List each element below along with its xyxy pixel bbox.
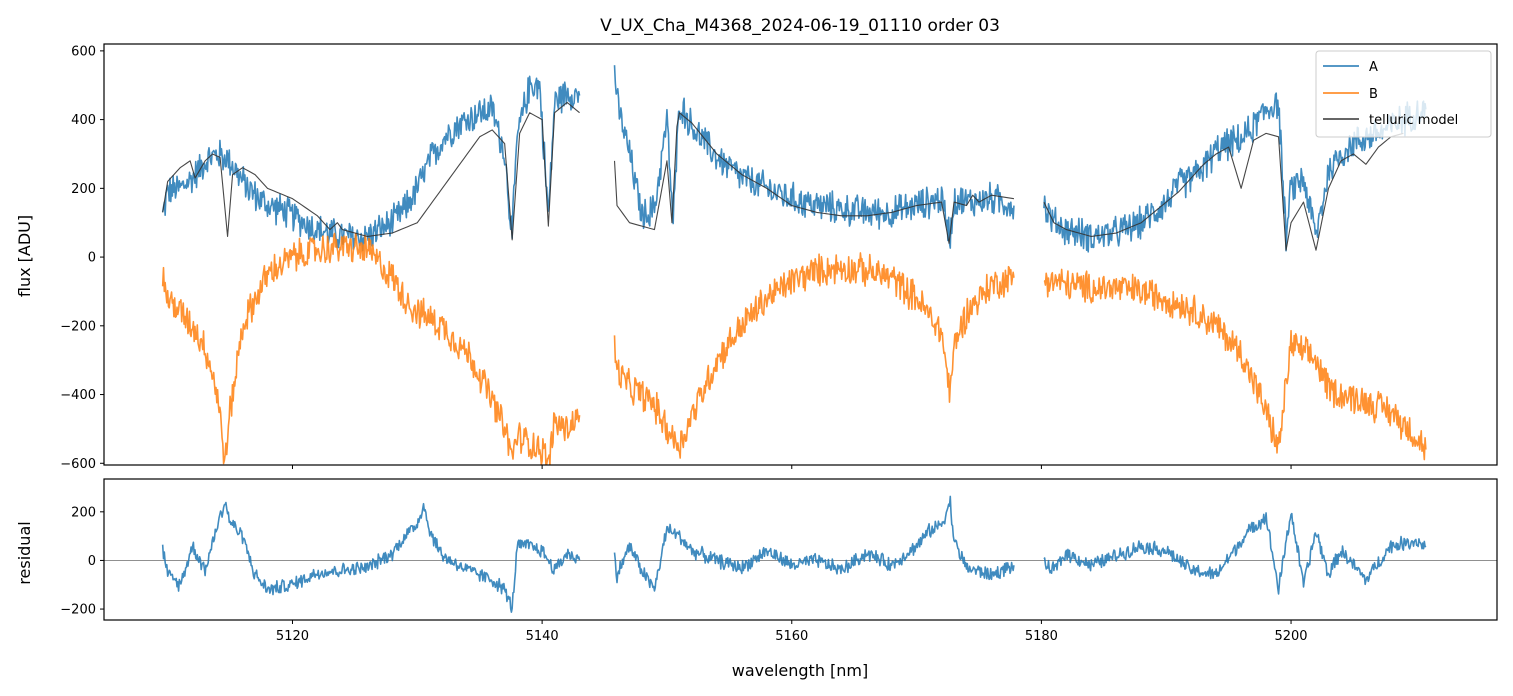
series-b-top-segment-2 xyxy=(1043,268,1427,461)
top-y-tick-label: −600 xyxy=(60,457,96,472)
series-a-top-segment-2 xyxy=(1043,92,1427,253)
bottom-x-tick-label: 5140 xyxy=(526,629,559,644)
series-a-top-segment-0 xyxy=(161,75,581,252)
legend-label-model: telluric model xyxy=(1369,113,1458,128)
top-panel: −600 −400 −200 0 200 400 600 flux [ADU] A B te… xyxy=(15,43,1498,472)
series-a-bottom-segment-1 xyxy=(613,495,1015,592)
top-y-tick-label: −400 xyxy=(60,388,96,403)
bottom-panel: −200 0 200 5120 5140 5160 5180 5200 residual w… xyxy=(15,478,1498,680)
series-a-top-segment-1 xyxy=(613,65,1015,249)
bottom-y-tick-label: 200 xyxy=(71,505,96,520)
top-y-tick-label: −200 xyxy=(60,319,96,334)
bottom-y-tick-label: −200 xyxy=(60,603,96,618)
series-telluric-model-top-segment-0 xyxy=(162,101,580,241)
bottom-y-tick-label: 0 xyxy=(88,554,96,569)
bottom-x-tick-label: 5120 xyxy=(276,629,309,644)
chart-title: V_UX_Cha_M4368_2024-06-19_01110 order 03 xyxy=(600,16,1000,36)
top-y-tick-label: 0 xyxy=(88,251,96,266)
bottom-x-tick-label: 5180 xyxy=(1025,629,1058,644)
series-b-top-segment-0 xyxy=(161,232,581,465)
series-a-bottom-segment-0 xyxy=(161,501,581,613)
top-y-tick-label: 600 xyxy=(71,44,96,59)
legend: A B telluric model xyxy=(1315,50,1492,138)
bottom-y-axis-label: residual xyxy=(15,521,34,584)
series-telluric-model-top-segment-2 xyxy=(1043,132,1404,251)
legend-label-b: B xyxy=(1369,87,1378,102)
top-y-axis-label: flux [ADU] xyxy=(15,215,34,297)
bottom-x-tick-label: 5160 xyxy=(775,629,808,644)
bottom-axes-frame xyxy=(103,478,1498,621)
series-b-top-segment-1 xyxy=(613,252,1015,459)
legend-label-a: A xyxy=(1369,60,1378,75)
series-telluric-model-top-segment-1 xyxy=(613,112,1015,244)
series-a-bottom-segment-2 xyxy=(1043,512,1427,595)
x-axis-label: wavelength [nm] xyxy=(732,661,869,680)
top-y-tick-label: 200 xyxy=(71,182,96,197)
top-axes-frame xyxy=(103,43,1498,466)
bottom-x-tick-label: 5200 xyxy=(1274,629,1307,644)
top-y-tick-label: 400 xyxy=(71,113,96,128)
